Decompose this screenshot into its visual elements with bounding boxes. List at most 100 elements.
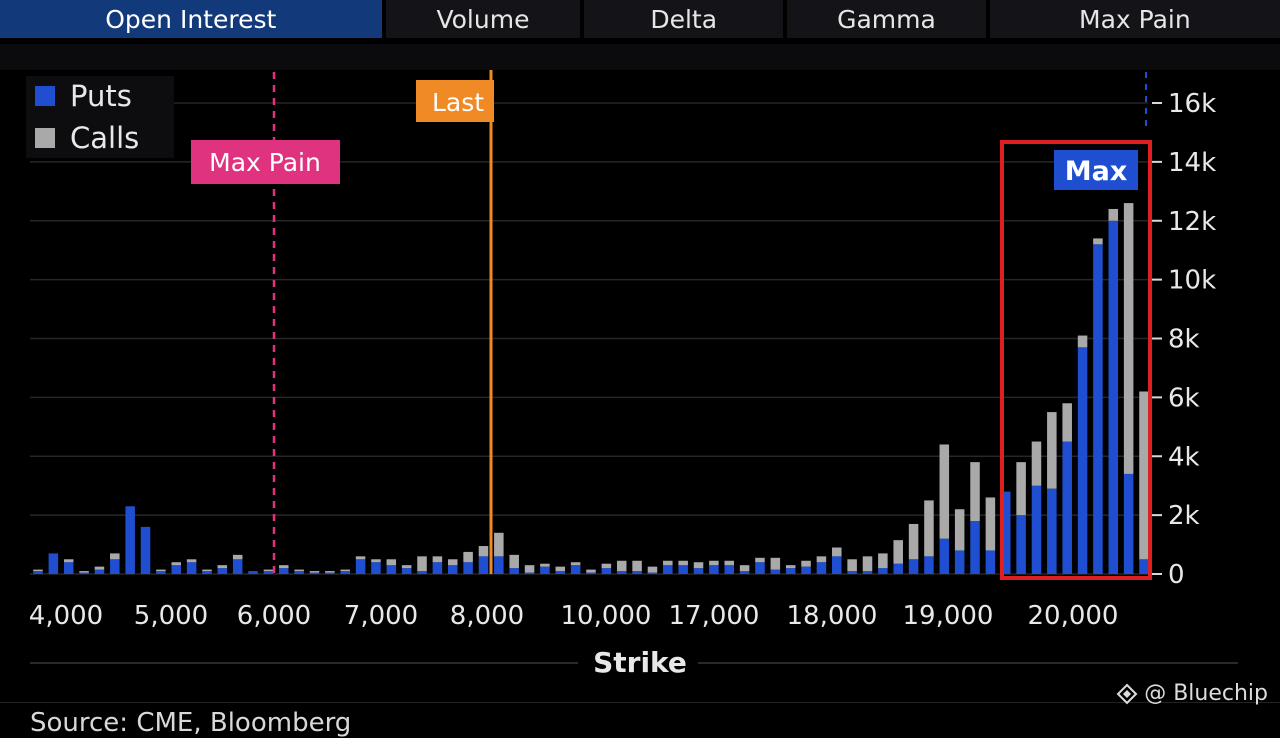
put-bar bbox=[340, 571, 350, 574]
x-tick-label: 10,000 bbox=[561, 601, 652, 630]
y-tick-label: 16k bbox=[1168, 89, 1216, 119]
legend-puts-label: Puts bbox=[70, 79, 132, 113]
max-pain-badge bbox=[191, 140, 340, 184]
call-bar bbox=[893, 540, 903, 564]
put-bar bbox=[663, 565, 673, 574]
source-caption: Source: CME, Bloomberg bbox=[30, 708, 352, 738]
call-bar bbox=[785, 565, 796, 569]
call-bar bbox=[1093, 238, 1103, 245]
call-bar bbox=[171, 562, 182, 566]
y-tick-label: 0 bbox=[1168, 560, 1185, 590]
call-bar bbox=[555, 566, 566, 572]
put-bar bbox=[232, 559, 243, 574]
call-bar bbox=[340, 569, 350, 572]
call-bar bbox=[263, 569, 274, 572]
call-bar bbox=[509, 554, 519, 569]
put-bar bbox=[601, 568, 612, 574]
y-tick-label: 12k bbox=[1168, 207, 1216, 237]
max-highlight-box bbox=[1000, 140, 1152, 580]
call-bar bbox=[908, 523, 919, 560]
put-bar bbox=[801, 566, 811, 574]
y-tick-label: 8k bbox=[1168, 325, 1200, 355]
put-bar bbox=[632, 571, 642, 574]
y-tick-label: 2k bbox=[1168, 501, 1200, 531]
call-bar bbox=[401, 565, 412, 569]
put-bar bbox=[1077, 347, 1088, 574]
call-bar bbox=[110, 553, 120, 560]
call-bar bbox=[63, 559, 74, 563]
put-bar bbox=[1016, 515, 1026, 574]
put-bar bbox=[908, 559, 919, 574]
call-bar bbox=[294, 569, 304, 572]
call-bar bbox=[939, 444, 950, 539]
put-bar bbox=[678, 565, 688, 574]
call-bar bbox=[417, 556, 427, 572]
put-bar bbox=[785, 568, 796, 574]
put-bar bbox=[1047, 488, 1057, 574]
put-bar bbox=[186, 562, 197, 574]
toolbar-strip bbox=[0, 44, 1280, 70]
put-bar bbox=[1031, 485, 1042, 574]
put-bar bbox=[570, 565, 581, 574]
put-bar bbox=[924, 556, 934, 574]
call-bar bbox=[355, 556, 366, 560]
x-tick-label: 18,000 bbox=[787, 601, 878, 630]
call-bar bbox=[954, 509, 965, 551]
watermark: @ Bluechip bbox=[1116, 681, 1268, 706]
put-bar bbox=[647, 572, 658, 574]
call-bar bbox=[632, 560, 642, 572]
call-bar bbox=[478, 546, 489, 557]
call-bar bbox=[279, 565, 289, 569]
put-bar bbox=[755, 562, 765, 574]
diamond-logo-icon bbox=[1116, 683, 1138, 704]
put-bar bbox=[954, 550, 965, 574]
put-bar bbox=[770, 569, 781, 574]
put-bar bbox=[970, 521, 980, 574]
put-bar bbox=[140, 526, 151, 574]
tab-open-interest[interactable]: Open Interest bbox=[0, 0, 382, 38]
x-tick-label: 17,000 bbox=[669, 601, 760, 630]
put-bar bbox=[48, 553, 59, 574]
call-bar bbox=[709, 560, 719, 566]
call-bar bbox=[386, 559, 397, 566]
call-bar bbox=[1139, 391, 1149, 560]
put-bar bbox=[325, 572, 335, 574]
tab-gamma[interactable]: Gamma bbox=[787, 0, 986, 38]
put-bar bbox=[709, 565, 719, 574]
put-bar bbox=[847, 571, 857, 574]
last-label: Last bbox=[432, 88, 484, 117]
call-bar bbox=[878, 553, 888, 569]
tab-delta[interactable]: Delta bbox=[584, 0, 784, 38]
put-bar bbox=[1062, 441, 1072, 574]
x-tick-label: 6,000 bbox=[237, 601, 311, 630]
call-bar bbox=[678, 560, 688, 566]
call-bar bbox=[570, 562, 581, 566]
put-bar bbox=[202, 571, 212, 574]
x-tick-label: 7,000 bbox=[344, 601, 418, 630]
call-bar bbox=[463, 551, 473, 563]
put-bar bbox=[524, 572, 535, 574]
tab-max-pain[interactable]: Max Pain bbox=[989, 0, 1280, 38]
call-bar bbox=[1077, 335, 1088, 348]
call-bar bbox=[586, 569, 596, 573]
put-bar bbox=[463, 562, 473, 574]
call-bar bbox=[739, 565, 750, 572]
call-bar bbox=[816, 556, 827, 563]
call-bar bbox=[663, 560, 673, 566]
put-bar bbox=[832, 556, 842, 574]
put-bar bbox=[985, 550, 996, 574]
put-bar bbox=[739, 571, 750, 574]
put-bar bbox=[432, 562, 443, 574]
call-bar bbox=[770, 557, 781, 570]
put-bar bbox=[939, 538, 950, 574]
put-bar bbox=[355, 559, 366, 574]
call-bar bbox=[217, 565, 228, 569]
put-bar bbox=[79, 572, 89, 574]
put-bar bbox=[110, 559, 120, 574]
legend-calls-label: Calls bbox=[70, 121, 139, 155]
call-bar bbox=[693, 562, 704, 569]
put-bar bbox=[1108, 220, 1119, 574]
max-badge bbox=[1054, 150, 1138, 190]
put-bar bbox=[63, 562, 74, 574]
tab-volume[interactable]: Volume bbox=[385, 0, 581, 38]
